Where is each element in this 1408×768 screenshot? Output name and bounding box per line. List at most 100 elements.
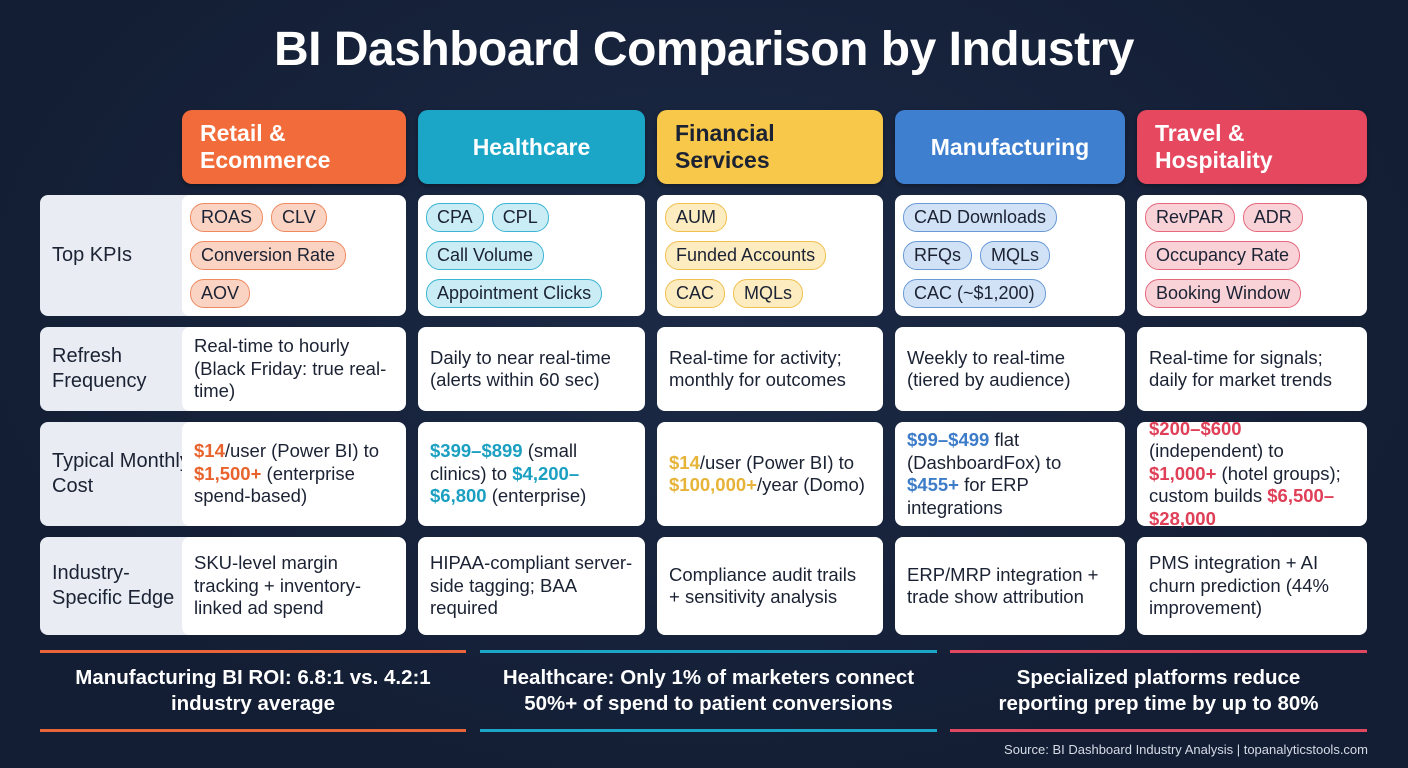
cost-part: (independent) to: [1149, 440, 1284, 462]
cost-cell: $399–$899 (small clinics) to $4,200–$6,8…: [418, 422, 645, 526]
pill-row: Appointment Clicks: [426, 279, 603, 308]
row-label: Industry-Specific Edge: [40, 537, 190, 635]
pill-row: ROAS CLV: [190, 203, 327, 232]
kpi-pill: RFQs: [903, 241, 972, 270]
cost-highlight: $100,000+: [669, 474, 757, 495]
edge-text: PMS integration + AI churn prediction (4…: [1149, 552, 1329, 619]
cost-part: /user (Power BI) to: [699, 451, 855, 473]
cost-text: $399–$899 (small clinics) to $4,200–$6,8…: [430, 440, 633, 508]
pill-row: CAD Downloads: [903, 203, 1058, 232]
kpi-pill: MQLs: [733, 279, 804, 308]
pill-row: AOV: [190, 279, 251, 308]
pill-row: AUM: [665, 203, 727, 232]
refresh-cell: Real-time to hourly (Black Friday: true …: [182, 327, 406, 411]
cost-cell: $14/user (Power BI) to $100,000+/year (D…: [657, 422, 883, 526]
cost-part: (enterprise spend-based): [194, 462, 355, 507]
cost-highlight: $200–$600: [1149, 417, 1242, 439]
edge-cell: SKU-level margin tracking + inventory-li…: [182, 537, 406, 635]
stat-rule: [950, 729, 1367, 732]
kpi-pill: RevPAR: [1145, 203, 1235, 232]
kpi-pill: CPA: [426, 203, 484, 232]
row-label: Refresh Frequency: [40, 327, 190, 411]
pill-row: CAC (~$1,200): [903, 279, 1046, 308]
pill-row: Conversion Rate: [190, 241, 347, 270]
cost-text: $14/user (Power BI) to $1,500+ (enterpri…: [194, 440, 394, 508]
cost-part: /year (Domo): [756, 474, 865, 495]
kpi-pill: CAD Downloads: [903, 203, 1058, 232]
cost-cell: $200–$600 (independent) to $1,000+ (hote…: [1137, 418, 1367, 529]
kpi-pill: CAC: [665, 279, 726, 308]
stat-rule: [40, 729, 466, 732]
cost-highlight: $455+: [907, 474, 959, 495]
refresh-text: Weekly to real-time (tiered by audience): [907, 346, 1071, 391]
title: BI Dashboard Comparison by Industry: [274, 23, 1134, 76]
stat-text: Specialized platforms reduce reporting p…: [998, 666, 1319, 715]
cost-highlight: $99–$499: [907, 429, 990, 450]
edge-text: ERP/MRP integration + trade show attribu…: [907, 563, 1099, 608]
cost-part: for ERP integrations: [907, 474, 1029, 518]
edge-cell: ERP/MRP integration + trade show attribu…: [895, 537, 1125, 635]
cost-cell: $14/user (Power BI) to $1,500+ (enterpri…: [182, 422, 406, 526]
kpi-cell: CPA CPL Call Volume Appointment Clicks: [418, 195, 645, 316]
kpi-pill: AOV: [190, 279, 251, 308]
refresh-text: Real-time to hourly (Black Friday: true …: [194, 335, 387, 402]
kpi-pill: Occupancy Rate: [1145, 241, 1301, 270]
stat-text: Manufacturing BI ROI: 6.8:1 vs. 4.2:1 in…: [75, 666, 431, 715]
kpi-pill: AUM: [665, 203, 727, 232]
refresh-cell: Real-time for signals; daily for market …: [1137, 327, 1367, 411]
column-header: Manufacturing: [895, 110, 1125, 184]
kpi-pill: CLV: [271, 203, 327, 232]
cost-part: (enterprise): [486, 485, 587, 507]
refresh-cell: Weekly to real-time (tiered by audience): [895, 327, 1125, 411]
kpi-cell: AUM Funded Accounts CAC MQLs: [657, 195, 883, 316]
kpi-pill: Conversion Rate: [190, 241, 347, 270]
column-header: Financial Services: [657, 110, 883, 184]
stat-rule: [950, 650, 1367, 653]
kpi-cell: RevPAR ADR Occupancy Rate Booking Window: [1137, 195, 1367, 316]
kpi-pill: CAC (~$1,200): [903, 279, 1046, 308]
kpi-pill: Funded Accounts: [665, 241, 827, 270]
kpi-pill: ROAS: [190, 203, 264, 232]
kpi-pill: Appointment Clicks: [426, 279, 603, 308]
pill-row: CPA CPL: [426, 203, 549, 232]
cost-part: (small clinics) to: [430, 440, 578, 484]
cost-text: $200–$600 (independent) to $1,000+ (hote…: [1149, 418, 1355, 531]
row-label: Top KPIs: [40, 195, 190, 316]
cost-highlight: $399–$899: [430, 440, 523, 462]
kpi-pill: MQLs: [980, 241, 1051, 270]
cost-highlight: $1,500+: [194, 462, 262, 484]
cost-text: $14/user (Power BI) to $100,000+/year (D…: [669, 452, 871, 497]
column-header: Healthcare: [418, 110, 645, 184]
edge-cell: HIPAA-compliant server-side tagging; BAA…: [418, 537, 645, 635]
kpi-cell: ROAS CLV Conversion Rate AOV: [182, 195, 406, 316]
cost-highlight: $14: [194, 440, 225, 462]
refresh-text: Real-time for activity; monthly for outc…: [669, 346, 846, 391]
edge-cell: Compliance audit trails + sensitivity an…: [657, 537, 883, 635]
pill-row: Booking Window: [1145, 279, 1302, 308]
pill-row: RFQs MQLs: [903, 241, 1051, 270]
edge-text: HIPAA-compliant server-side tagging; BAA…: [430, 552, 633, 619]
cost-cell: $99–$499 flat (DashboardFox) to $455+ fo…: [895, 422, 1125, 526]
pill-row: Occupancy Rate: [1145, 241, 1301, 270]
column-header: Travel & Hospitality: [1137, 110, 1367, 184]
kpi-cell: CAD Downloads RFQs MQLs CAC (~$1,200): [895, 195, 1125, 316]
cost-part: /user (Power BI) to: [224, 440, 380, 462]
cost-highlight: $4,200–$6,800: [430, 462, 580, 507]
stat-rule: [480, 650, 937, 653]
stat-rule: [480, 729, 937, 732]
kpi-pill: Call Volume: [426, 241, 545, 270]
pill-row: RevPAR ADR: [1145, 203, 1303, 232]
pill-row: Call Volume: [426, 241, 545, 270]
source: Source: BI Dashboard Industry Analysis |…: [1004, 742, 1368, 757]
cost-highlight: $1,000+: [1149, 462, 1217, 484]
refresh-text: Real-time for signals; daily for market …: [1149, 346, 1333, 391]
refresh-cell: Daily to near real-time (alerts within 6…: [418, 327, 645, 411]
edge-text: SKU-level margin tracking + inventory-li…: [194, 552, 362, 619]
cost-part: flat (DashboardFox) to: [907, 429, 1062, 473]
pill-row: CAC MQLs: [665, 279, 804, 308]
kpi-pill: Booking Window: [1145, 279, 1302, 308]
stat-text: Healthcare: Only 1% of marketers connect…: [502, 666, 915, 715]
refresh-text: Daily to near real-time (alerts within 6…: [430, 346, 611, 391]
kpi-pill: CPL: [491, 203, 549, 232]
